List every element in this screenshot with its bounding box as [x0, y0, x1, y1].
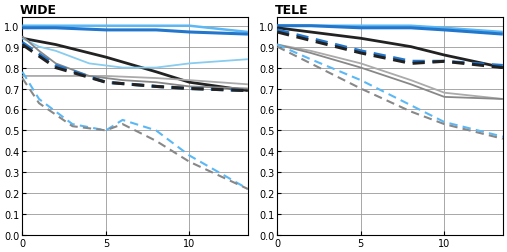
- Text: TELE: TELE: [275, 4, 309, 17]
- Text: WIDE: WIDE: [20, 4, 57, 17]
